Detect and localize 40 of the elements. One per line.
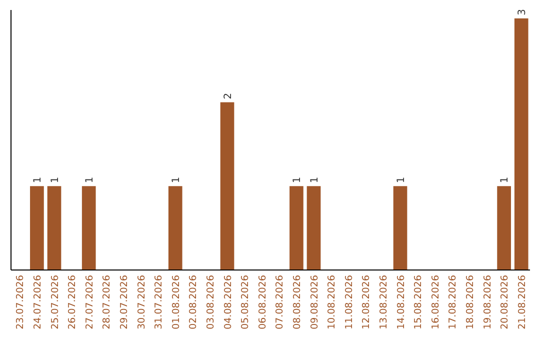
x-tick-label: 03.08.2026 — [205, 275, 216, 330]
x-tick-label: 12.08.2026 — [361, 275, 372, 330]
data-label: 1 — [32, 176, 44, 184]
x-tick-label: 20.08.2026 — [500, 275, 511, 330]
x-tick-label: 09.08.2026 — [309, 275, 320, 330]
x-tick-label: 18.08.2026 — [464, 275, 476, 330]
x-tick-label: 30.07.2026 — [136, 275, 148, 330]
x-tick-label: 17.08.2026 — [448, 275, 459, 330]
x-tick-label: 31.07.2026 — [154, 275, 165, 330]
x-tick-label: 23.07.2026 — [15, 275, 26, 330]
data-label: 3 — [516, 9, 528, 16]
x-tick-label: 25.07.2026 — [50, 275, 61, 330]
x-tick-label: 16.08.2026 — [430, 275, 442, 330]
x-tick-label: 06.08.2026 — [257, 275, 268, 330]
data-label: 1 — [292, 176, 303, 184]
x-tick-label: 13.08.2026 — [378, 275, 390, 330]
data-label: 1 — [396, 176, 407, 184]
x-tick-label: 05.08.2026 — [240, 275, 252, 330]
data-label: 2 — [222, 92, 234, 100]
x-tick-label: 02.08.2026 — [188, 275, 200, 330]
x-tick-label: 14.08.2026 — [396, 275, 407, 330]
x-tick-label: 24.07.2026 — [32, 275, 44, 330]
x-tick-label: 04.08.2026 — [222, 275, 234, 330]
x-tick-label: 10.08.2026 — [326, 275, 338, 330]
x-tick-label: 11.08.2026 — [344, 275, 355, 330]
x-tick-label: 15.08.2026 — [413, 275, 424, 330]
data-label: 1 — [170, 176, 182, 184]
x-tick-label: 29.07.2026 — [118, 275, 130, 330]
x-tick-label: 27.07.2026 — [84, 275, 96, 330]
data-label: 1 — [309, 176, 320, 184]
data-label: 1 — [84, 176, 96, 184]
x-tick-label: 28.07.2026 — [102, 275, 113, 330]
data-label: 1 — [500, 176, 511, 184]
x-tick-label: 01.08.2026 — [170, 275, 182, 330]
x-tick-label: 21.08.2026 — [516, 275, 528, 330]
x-tick-label: 07.08.2026 — [274, 275, 286, 330]
x-tick-label: 08.08.2026 — [292, 275, 303, 330]
x-tick-label: 19.08.2026 — [482, 275, 494, 330]
data-label: 1 — [50, 176, 61, 184]
x-tick-label: 26.07.2026 — [67, 275, 78, 330]
